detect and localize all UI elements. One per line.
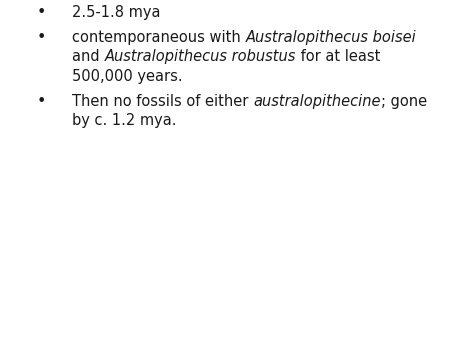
- Text: and: and: [72, 49, 104, 64]
- Text: •: •: [37, 30, 46, 45]
- Text: contemporaneous with: contemporaneous with: [72, 30, 246, 45]
- Text: by c. 1.2 mya.: by c. 1.2 mya.: [72, 113, 177, 128]
- Text: for at least: for at least: [296, 49, 380, 64]
- Text: •: •: [37, 94, 46, 108]
- Text: Australopithecus boisei: Australopithecus boisei: [246, 30, 416, 45]
- Text: 500,000 years.: 500,000 years.: [72, 69, 183, 83]
- Text: •: •: [37, 5, 46, 20]
- Text: ; gone: ; gone: [381, 94, 427, 108]
- Text: australopithecine: australopithecine: [253, 94, 381, 108]
- Text: 2.5-1.8 mya: 2.5-1.8 mya: [72, 5, 161, 20]
- Text: Australopithecus robustus: Australopithecus robustus: [104, 49, 296, 64]
- Text: Then no fossils of either: Then no fossils of either: [72, 94, 253, 108]
